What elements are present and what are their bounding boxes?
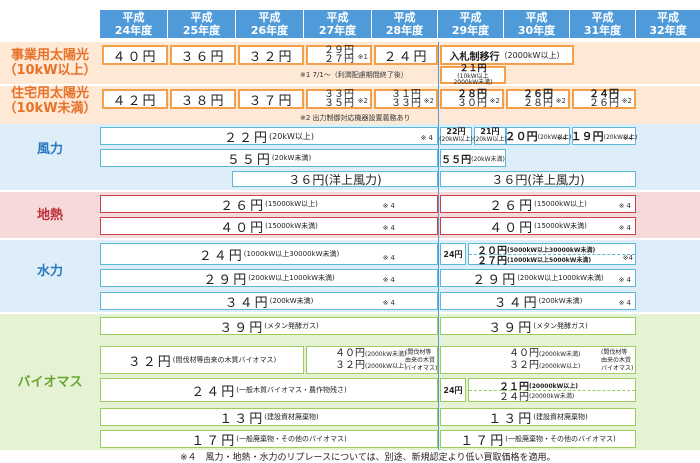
header-year-30: 平成 30年度 — [504, 10, 570, 38]
hydro-r3-y29: ３４円 (200kW未満) ※4 — [440, 292, 636, 311]
bio-label: バイオマス — [17, 374, 83, 390]
solar-biz-y27: ２９円 ２７円 ※1 — [306, 45, 372, 65]
wind-r3-y29: ３６円(洋上風力) — [440, 171, 636, 187]
geo-label: 地熱 — [36, 207, 63, 223]
geo-r2-main: ４０円 (15000kW未満) ※4 — [100, 217, 438, 236]
wind-r1-main: ２２円 (20kW以上) ※4 — [100, 127, 438, 146]
solar-biz-label: 事業用太陽光 （10kW以上） — [3, 48, 97, 78]
wind-label: 風力 — [36, 141, 63, 157]
hydro-r1-divider — [469, 254, 635, 255]
solar-home-y29: ２８円 ３０円 ※2 — [440, 89, 504, 109]
solar-home-y25: ３８円 — [170, 89, 236, 109]
header-year-24: 平成 24年度 — [100, 10, 168, 38]
wind-r1-y29a: 22円 (20kW以上) — [439, 127, 473, 145]
geo-r2-y29: ４０円 (15000kW未満) ※4 — [440, 217, 636, 236]
bio-r3-y29c: ２４円 (20000kW未満) — [499, 392, 575, 403]
solar-home-y27: ３３円 ３５円 ※2 — [306, 89, 372, 109]
wind-r1-y31: １９円 (20kW以上) ※4 — [571, 127, 637, 145]
bio-r4-main: １３円 (建設資材廃棄物) — [100, 408, 438, 427]
bio-r2-y29a: ４０円(2000kW未満) — [509, 348, 581, 359]
solar-home-footnote: ※2 出力制御対応機器設置義務あり — [300, 114, 411, 122]
header-year-28: 平成 28年度 — [372, 10, 438, 38]
solar-biz-y28: ２４円 — [374, 45, 438, 65]
bio-r2-side: (間伐材等 由来の木質 バイオマス) — [405, 349, 438, 372]
hydro-label: 水力 — [36, 263, 63, 279]
geo-r1-main: ２６円 (15000kW以上) ※4 — [100, 195, 438, 214]
header-year-25: 平成 25年度 — [168, 10, 236, 38]
bio-r1-y29: ３９円 (メタン発酵ガス) — [440, 317, 636, 336]
header-corner — [0, 0, 100, 38]
solar-home-y30: ２６円 ２８円 ※2 — [506, 89, 570, 109]
geo-r1-y29: ２６円 (15000kW以上) ※4 — [440, 195, 636, 214]
wind-r2-main: ５５円 (20kW未満) — [100, 149, 438, 168]
hydro-r1-main: ２４円 (1000kW以上30000kW未満) ※4 — [100, 243, 438, 265]
solar-home-y24: ４２円 — [102, 89, 168, 109]
bio-r3-y29b: ２１円 (20000kW以上) — [499, 381, 578, 393]
bio-r2-y29b: ３２円(2000kW以上) — [509, 360, 581, 371]
footer-note: ※４ 風力・地熱・水力のリプレースについては、別途、新規認定より低い買取価格を適… — [180, 453, 556, 463]
wind-r3-main: ３６円(洋上風力) — [232, 171, 438, 187]
solar-biz-y25: ３６円 — [170, 45, 236, 65]
solar-biz-y24: ４０円 — [102, 45, 168, 65]
wind-r1-y29b: 21円 (20kW以上) — [473, 127, 507, 145]
solar-home-label: 住宅用太陽光 （10kW未満） — [3, 86, 97, 116]
solar-biz-footnote: ※1 7/1～（利潤配慮期間終了後） — [300, 71, 408, 79]
bio-r2-split: ４０円(2000kW未満) ３２円(2000kW以上) (間伐材等 由来の木質 バイ… — [306, 346, 438, 374]
header-year-32: 平成 32年度 — [636, 10, 700, 38]
hydro-r3-main: ３４円 (200kW未満) ※4 — [100, 292, 438, 311]
bio-r4-y29: １３円 (建設資材廃棄物) — [440, 408, 636, 427]
solar-biz-y26: ３２円 — [238, 45, 304, 65]
bio-r2-y29: ４０円(2000kW未満) ３２円(2000kW以上) (間伐材等 由来の木質 バイ… — [440, 346, 636, 374]
wind-r1-y30: ２０円 (20kW以上) ※4 — [505, 127, 571, 145]
header-year-26: 平成 26年度 — [236, 10, 304, 38]
header-year-29: 平成 29年度 — [438, 10, 504, 38]
header-year-27: 平成 27年度 — [304, 10, 372, 38]
bio-r3-y29-split: ２１円 (20000kW以上) ２４円 (20000kW未満) — [468, 378, 636, 403]
bio-r5-y29: １７円 (一般廃棄物・その他のバイオマス) — [440, 430, 636, 449]
header-year-31: 平成 31年度 — [570, 10, 636, 38]
hydro-r2-main: ２９円 (200kW以上1000kW未満) ※4 — [100, 269, 438, 288]
hydro-r1-y29b: ２０円 (5000kW以上30000kW未満) — [477, 246, 596, 257]
bio-r2-y29-side: (間伐材等 由来の木質 バイオマス) — [601, 349, 634, 372]
hydro-r1-y29a: 24円 — [440, 243, 466, 265]
bio-r3-divider — [469, 390, 635, 391]
solar-home-y31: ２４円 ２６円 ※2 — [572, 89, 636, 109]
bio-r2-b2: ３２円(2000kW以上) — [335, 360, 407, 371]
hydro-r1-y29-split: ２０円 (5000kW以上30000kW未満) ２７円 (1000kW以上5000k… — [468, 243, 636, 267]
header-row: 平成 24年度 平成 25年度 平成 26年度 平成 27年度 平成 28年度 平成 29年… — [0, 0, 700, 38]
bio-r3-main: ２４円 (一般木質バイオマス・農作物残さ) — [100, 378, 438, 402]
fy29-divider — [438, 42, 439, 450]
wind-r2-y29: ５５円 (20kW未満) — [440, 149, 506, 167]
bio-r2-b1: ４０円(2000kW未満) — [335, 348, 407, 359]
solar-biz-auction: 入札制移行 （2000kW以上） — [440, 45, 574, 65]
bio-r3-y29a: 24円 — [440, 378, 466, 402]
bio-r5-main: １７円 (一般廃棄物・その他のバイオマス) — [100, 430, 438, 449]
bio-r2-main: ３２円 (間伐材等由来の木質バイオマス) — [100, 346, 304, 374]
solar-biz-y29: ２１円 (10kW以上 2000kW未満) — [440, 64, 506, 85]
hydro-r2-y29: ２９円 (200kW以上1000kW未満) ※4 — [440, 269, 636, 288]
solar-home-y26: ３７円 — [238, 89, 304, 109]
bio-r1-main: ３９円 (メタン発酵ガス) — [100, 317, 438, 336]
hydro-r1-y29c: ２７円 (1000kW以上5000kW未満) — [477, 256, 592, 267]
solar-home-y28: ３１円 ３３円 ※2 — [374, 89, 438, 109]
